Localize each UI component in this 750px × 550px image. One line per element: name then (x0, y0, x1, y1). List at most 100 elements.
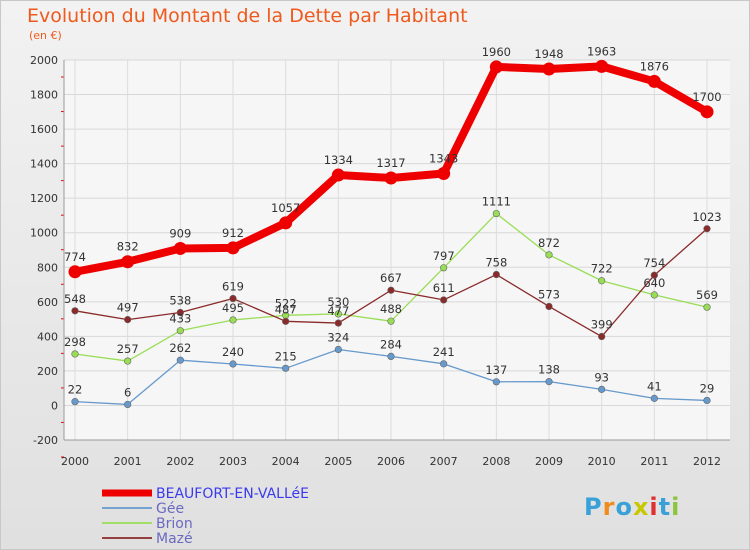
x-tick-label: 2008 (482, 455, 510, 468)
data-label: 573 (538, 287, 560, 301)
data-label: 497 (117, 301, 139, 315)
data-label: 754 (643, 256, 665, 270)
y-tick-label: 400 (37, 330, 58, 343)
x-tick-label: 2009 (535, 455, 563, 468)
data-point (703, 303, 711, 311)
data-label: 41 (647, 379, 662, 393)
data-label: 797 (433, 249, 455, 263)
data-label: 1876 (640, 59, 669, 73)
logo-letter: t (658, 493, 672, 521)
data-point (650, 394, 658, 402)
data-label: 758 (485, 256, 507, 270)
data-point (334, 310, 342, 318)
data-label: 912 (222, 226, 244, 240)
data-point (334, 345, 342, 354)
chart-unit: (en €) (29, 29, 62, 42)
data-point (489, 60, 503, 74)
data-label: 488 (380, 302, 402, 316)
data-point (124, 357, 132, 365)
data-point (703, 225, 711, 233)
x-tick-label: 2010 (588, 455, 616, 468)
data-point (384, 171, 398, 185)
data-point (71, 307, 79, 315)
data-label: 1963 (587, 44, 616, 58)
legend-label: Mazé (156, 531, 193, 547)
x-tick-label: 2000 (61, 455, 89, 468)
data-label: 298 (64, 335, 86, 349)
data-point (176, 356, 184, 364)
data-label: 22 (68, 383, 83, 397)
data-point (598, 332, 606, 341)
data-point (387, 352, 395, 361)
data-point (650, 271, 658, 279)
data-point (545, 302, 553, 311)
data-label: 619 (222, 280, 244, 294)
data-label: 433 (169, 312, 191, 326)
x-tick-label: 2003 (219, 455, 247, 468)
data-label: 667 (380, 271, 402, 285)
data-point (121, 255, 135, 269)
data-point (282, 317, 290, 325)
data-point (124, 400, 132, 409)
data-label: 548 (64, 292, 86, 306)
data-point (700, 105, 714, 119)
y-tick-label: 1200 (30, 192, 58, 205)
data-label: 29 (700, 381, 715, 395)
data-point (703, 396, 711, 405)
proxiti-logo: Proxiti (584, 493, 680, 521)
data-label: 1948 (534, 47, 563, 61)
data-label: 538 (169, 294, 191, 308)
data-label: 1111 (482, 195, 511, 209)
data-point (545, 378, 553, 386)
data-point (173, 241, 187, 255)
data-label: 774 (64, 250, 86, 264)
data-label: 1334 (324, 153, 353, 167)
data-point (331, 168, 345, 182)
y-tick-label: 1000 (30, 227, 58, 240)
data-point (387, 286, 395, 294)
chart-title: Evolution du Montant de la Dette par Hab… (27, 5, 468, 27)
data-label: 487 (275, 302, 297, 316)
data-label: 477 (327, 304, 349, 318)
y-tick-label: 1400 (30, 158, 58, 171)
logo-letter: r (602, 493, 616, 521)
data-point (437, 166, 451, 180)
logo-letter: i (649, 493, 659, 521)
data-point (229, 360, 237, 368)
data-point (492, 378, 500, 386)
data-label: 832 (117, 240, 139, 254)
data-label: 522 (275, 296, 297, 310)
data-label: 262 (169, 341, 191, 355)
data-point (334, 319, 342, 327)
x-tick-label: 2001 (114, 455, 142, 468)
data-point (440, 360, 448, 368)
x-tick-label: 2002 (166, 455, 194, 468)
x-tick-label: 2006 (377, 455, 405, 468)
logo-letter: x (632, 493, 650, 521)
y-tick-label: 800 (37, 261, 58, 274)
data-point (647, 74, 661, 88)
data-point (440, 296, 448, 304)
data-point (598, 385, 606, 393)
data-label: 399 (591, 318, 613, 332)
data-label: 1057 (271, 201, 300, 215)
data-point (229, 316, 237, 324)
y-tick-label: 1600 (30, 123, 58, 136)
data-point (279, 216, 293, 230)
data-point (650, 291, 658, 299)
data-point (387, 317, 395, 325)
data-point (229, 294, 237, 303)
x-tick-label: 2005 (324, 455, 352, 468)
data-point (176, 308, 184, 317)
x-tick-label: 2004 (272, 455, 300, 468)
data-label: 909 (169, 226, 191, 240)
data-label: 611 (433, 281, 455, 295)
data-point (176, 327, 184, 335)
legend-label: BEAUFORT-EN-VALLéE (156, 486, 309, 502)
y-tick-label: 600 (37, 296, 58, 309)
data-label: 1023 (692, 210, 721, 224)
data-point (282, 364, 290, 372)
y-tick-label: 1800 (30, 89, 58, 102)
data-label: 872 (538, 236, 560, 250)
y-tick-label: 200 (37, 365, 58, 378)
